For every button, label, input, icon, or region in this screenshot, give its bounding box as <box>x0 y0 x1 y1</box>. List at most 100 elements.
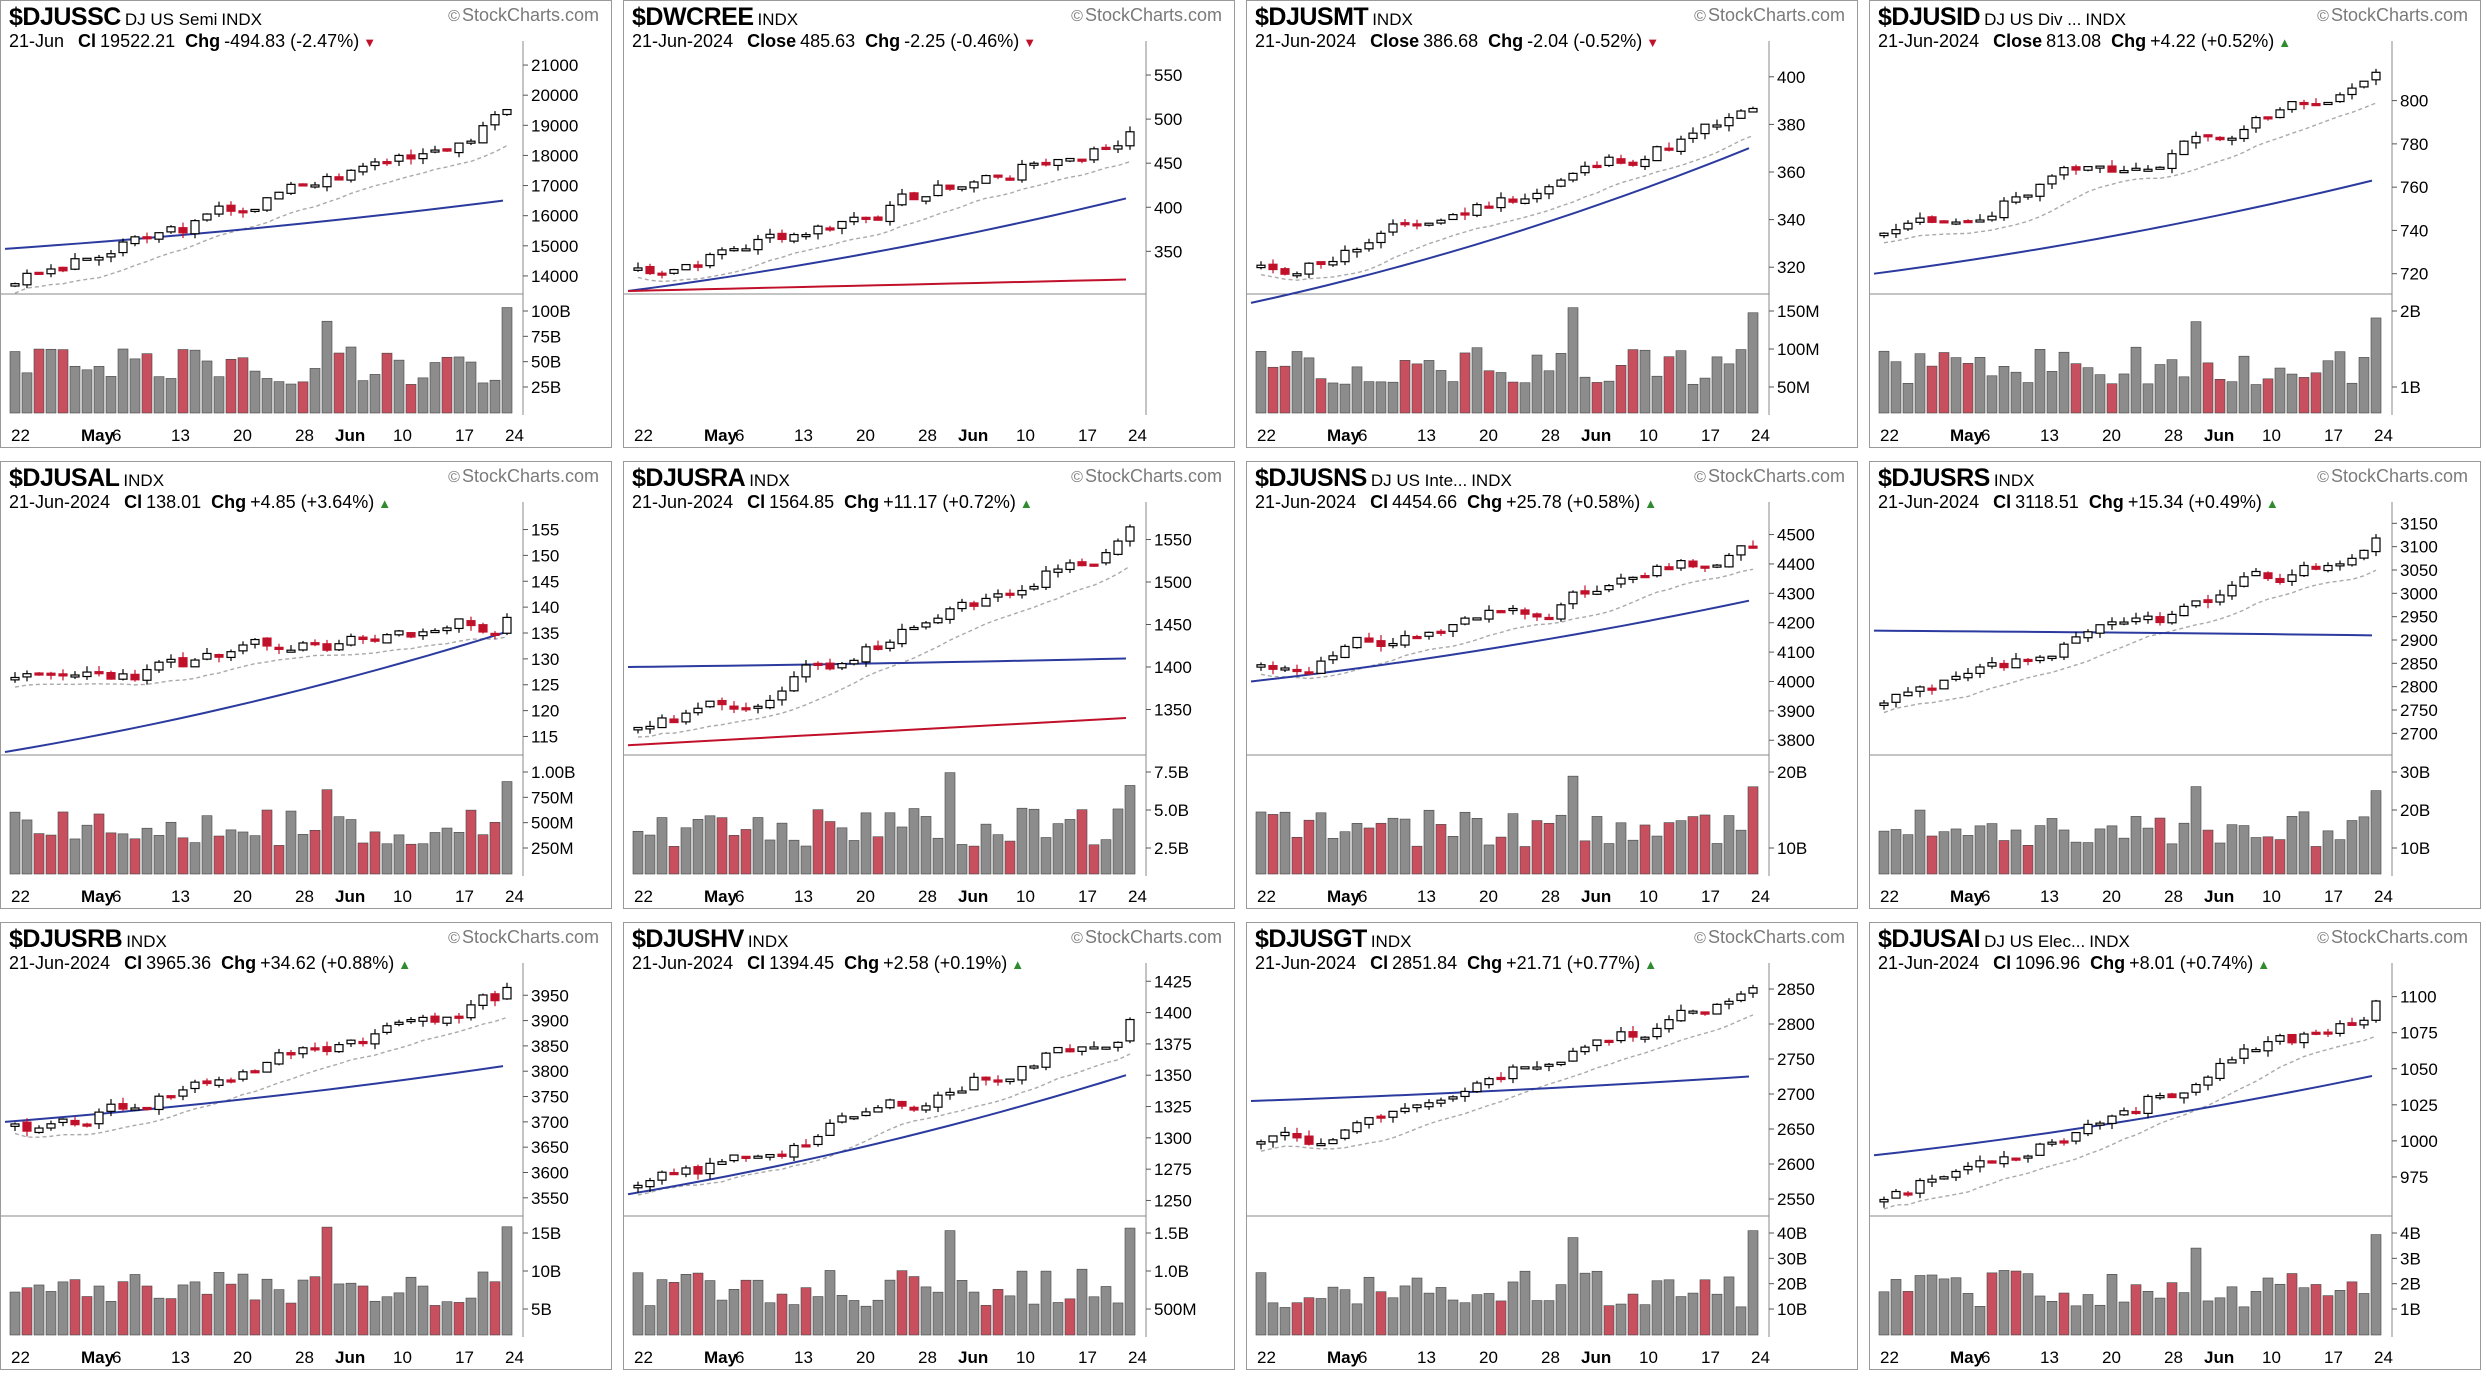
volume-bar <box>1303 357 1315 414</box>
volume-bar <box>644 834 656 875</box>
candle-body <box>2155 166 2165 170</box>
candle-body <box>993 593 1003 598</box>
candle-body <box>226 1079 236 1083</box>
vol-tick-label: 4B <box>2400 1224 2421 1243</box>
candle-body <box>849 659 859 665</box>
symbol-label: $DJUSAI <box>1878 925 1981 953</box>
vol-tick-label: 10B <box>1777 1300 1807 1319</box>
x-tick-label: 20 <box>233 1348 252 1367</box>
volume-bar <box>1351 366 1363 414</box>
candle-body <box>2239 576 2249 587</box>
ma50-line <box>4 199 504 250</box>
volume-bar <box>261 378 273 414</box>
volume-bar <box>1315 1298 1327 1336</box>
candle-body <box>1077 1046 1087 1052</box>
candle-body <box>2071 166 2081 171</box>
ma50-line <box>627 197 1127 292</box>
candle-body <box>226 651 236 659</box>
candle-body <box>2167 613 2177 624</box>
brand-label: © StockCharts.com <box>448 466 599 487</box>
candle-body <box>813 662 823 666</box>
volume-bar <box>2310 1284 2322 1336</box>
candle-body <box>502 616 512 634</box>
volume-bar <box>1004 840 1016 875</box>
price-label: Cl <box>747 492 766 512</box>
candle-body <box>82 1123 92 1127</box>
x-tick-label: 28 <box>1541 1348 1560 1367</box>
volume-bar <box>1567 1237 1579 1336</box>
quote-line: 21-Jun Cl 19522.21 Chg -494.83 (-2.47%) ▼ <box>9 31 376 52</box>
candle-body <box>2155 616 2165 624</box>
index-tag: INDX <box>757 10 799 29</box>
candle-body <box>681 712 691 723</box>
index-tag: INDX <box>126 932 167 951</box>
candle-body <box>2143 615 2153 621</box>
x-tick-label: 28 <box>2164 887 2183 906</box>
volume-bar <box>1651 1280 1663 1336</box>
price-value: 19522.21 <box>100 31 176 51</box>
volume-bar <box>1986 1272 1998 1336</box>
chg-label: Chg <box>844 953 880 973</box>
candle-body <box>274 191 284 200</box>
volume-bar <box>2046 818 2058 875</box>
volume-bar <box>2334 1290 2346 1336</box>
volume-bar <box>309 1276 321 1336</box>
candle-body <box>669 268 679 274</box>
volume-bar <box>2214 379 2226 414</box>
index-tag: INDX <box>1370 932 1412 951</box>
candle-body <box>2203 1076 2213 1086</box>
candle-body <box>1580 165 1590 174</box>
volume-bar <box>1591 816 1603 875</box>
candle-body <box>1113 145 1123 150</box>
x-tick-label: 24 <box>505 887 524 906</box>
volume-bar <box>1603 380 1615 414</box>
candle-body <box>2287 574 2297 583</box>
price-value: 4454.66 <box>1392 492 1458 512</box>
volume-bar <box>333 1283 345 1336</box>
candle-body <box>1388 642 1398 647</box>
x-tick-label: 24 <box>1751 1348 1770 1367</box>
candle-body <box>837 663 847 669</box>
candle-body <box>1448 214 1458 221</box>
candle-body <box>945 184 955 190</box>
candle-body <box>1256 664 1266 668</box>
candle-body <box>1256 264 1266 269</box>
volume-bar <box>812 1296 824 1336</box>
volume-bar <box>2094 1304 2106 1336</box>
candle-body <box>34 271 44 275</box>
x-tick-label: 20 <box>1479 887 1498 906</box>
index-tag: INDX <box>1372 10 1413 29</box>
brand-label: © StockCharts.com <box>448 927 599 948</box>
candle-body <box>1652 146 1662 162</box>
volume-bar <box>1004 1295 1016 1336</box>
x-tick-label: 28 <box>2164 426 2183 445</box>
candle-body <box>1891 1190 1901 1199</box>
volume-bar <box>1483 370 1495 414</box>
ma50-line <box>627 657 1127 668</box>
volume-bar <box>129 358 141 414</box>
chg-label: Chg <box>1488 31 1524 51</box>
volume-bar <box>357 842 369 875</box>
volume-bar <box>2142 1290 2154 1336</box>
candle-body <box>142 1106 152 1111</box>
brand-text: StockCharts.com <box>2330 5 2468 25</box>
candle-body <box>1664 147 1674 151</box>
y-tick-label: 150 <box>531 546 559 565</box>
brand-text: StockCharts.com <box>1707 5 1845 25</box>
candle-body <box>1568 591 1578 605</box>
x-tick-label: 17 <box>1701 1348 1720 1367</box>
index-tag: INDX <box>749 471 790 490</box>
volume-bar <box>201 360 213 414</box>
x-tick-label: 22 <box>11 1348 30 1367</box>
ma50-line <box>1873 179 2373 275</box>
candle-body <box>286 1052 296 1056</box>
candle-body <box>1256 1141 1266 1145</box>
x-tick-label: Jun <box>335 1348 365 1367</box>
candle-body <box>58 673 68 677</box>
candle-body <box>2119 621 2129 625</box>
candle-body <box>1089 148 1099 161</box>
candle-body <box>1915 217 1925 223</box>
candle-body <box>1700 1011 1710 1015</box>
candle-body <box>1041 570 1051 588</box>
candle-body <box>1400 635 1410 646</box>
